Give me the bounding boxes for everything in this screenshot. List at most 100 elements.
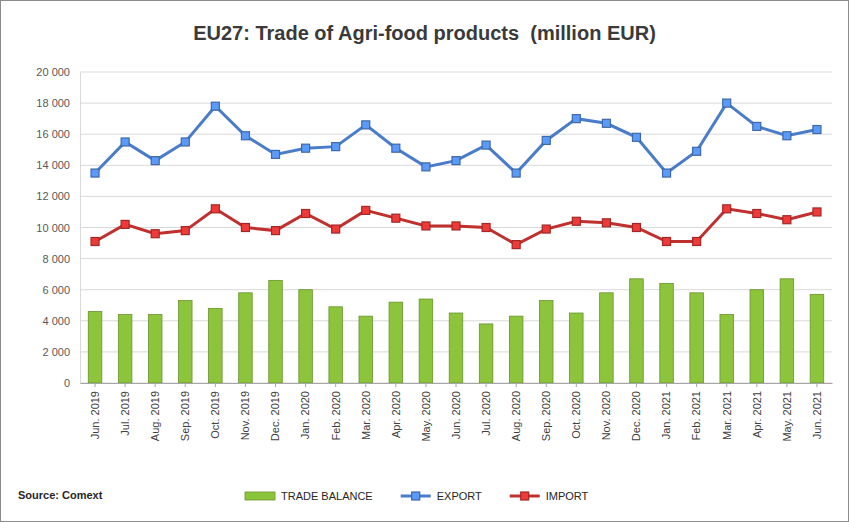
legend-label: EXPORT bbox=[437, 490, 482, 502]
marker bbox=[302, 144, 310, 152]
x-tick-mark bbox=[546, 383, 547, 387]
marker bbox=[211, 102, 219, 110]
bar bbox=[600, 293, 614, 383]
x-tick-mark bbox=[335, 383, 336, 387]
bar bbox=[539, 301, 553, 383]
bar bbox=[389, 302, 403, 383]
x-tick-label: Feb. 2020 bbox=[330, 391, 342, 441]
x-tick-mark bbox=[125, 383, 126, 387]
marker bbox=[91, 169, 99, 177]
bar bbox=[810, 294, 824, 383]
y-tick-label: 14 000 bbox=[36, 159, 70, 171]
marker bbox=[813, 208, 821, 216]
y-tick-label: 6 000 bbox=[42, 284, 70, 296]
x-tick-label: Apr. 2021 bbox=[751, 391, 763, 438]
x-tick: Jul. 2020 bbox=[480, 383, 492, 436]
marker bbox=[542, 136, 550, 144]
x-tick: May. 2020 bbox=[420, 383, 432, 442]
y-tick-label: 4 000 bbox=[42, 315, 70, 327]
legend-item: TRADE BALANCE bbox=[245, 490, 373, 502]
y-tick-label: 20 000 bbox=[36, 66, 70, 78]
x-tick-label: Oct. 2019 bbox=[209, 391, 221, 439]
x-tick-mark bbox=[576, 383, 577, 387]
marker bbox=[542, 225, 550, 233]
marker bbox=[693, 237, 701, 245]
marker bbox=[241, 224, 249, 232]
marker bbox=[332, 225, 340, 233]
marker bbox=[211, 205, 219, 213]
marker bbox=[332, 143, 340, 151]
x-tick-label: Dec. 2019 bbox=[269, 391, 281, 441]
y-tick: 16 000 bbox=[36, 128, 80, 140]
bar bbox=[479, 324, 493, 383]
bar bbox=[630, 279, 644, 383]
x-tick: Jun. 2020 bbox=[450, 383, 462, 439]
bar bbox=[780, 279, 794, 383]
x-tick-mark bbox=[245, 383, 246, 387]
x-tick-label: Mar. 2021 bbox=[721, 391, 733, 440]
bar bbox=[359, 316, 373, 383]
marker bbox=[181, 227, 189, 235]
x-tick: Oct. 2020 bbox=[570, 383, 582, 439]
legend-item: IMPORT bbox=[510, 490, 589, 502]
marker bbox=[723, 205, 731, 213]
bar bbox=[148, 315, 162, 383]
grid-line bbox=[80, 72, 832, 73]
x-tick-label: May. 2020 bbox=[420, 391, 432, 442]
x-tick: Nov. 2020 bbox=[600, 383, 612, 440]
y-tick: 4 000 bbox=[42, 315, 80, 327]
y-tick-label: 16 000 bbox=[36, 128, 70, 140]
y-tick: 8 000 bbox=[42, 253, 80, 265]
x-tick: Feb. 2020 bbox=[330, 383, 342, 441]
marker bbox=[753, 122, 761, 130]
marker bbox=[602, 119, 610, 127]
marker bbox=[783, 132, 791, 140]
x-tick: Apr. 2020 bbox=[390, 383, 402, 438]
x-tick-mark bbox=[696, 383, 697, 387]
bar bbox=[509, 316, 523, 383]
marker bbox=[422, 163, 430, 171]
bar bbox=[269, 280, 283, 383]
grid bbox=[80, 72, 832, 383]
x-tick: Jul. 2019 bbox=[119, 383, 131, 436]
y-tick: 14 000 bbox=[36, 159, 80, 171]
x-tick: Aug. 2019 bbox=[149, 383, 161, 441]
bar bbox=[750, 290, 764, 383]
x-tick-label: Nov. 2020 bbox=[600, 391, 612, 440]
bar bbox=[660, 283, 674, 383]
x-tick-mark bbox=[275, 383, 276, 387]
x-tick: Jan. 2021 bbox=[660, 383, 672, 439]
y-tick-label: 10 000 bbox=[36, 222, 70, 234]
y-tick: 10 000 bbox=[36, 222, 80, 234]
x-tick-label: Aug. 2020 bbox=[510, 391, 522, 441]
line bbox=[95, 103, 817, 173]
marker bbox=[362, 121, 370, 129]
bar bbox=[299, 290, 313, 383]
marker bbox=[632, 133, 640, 141]
marker bbox=[241, 132, 249, 140]
x-tick: Dec. 2020 bbox=[630, 383, 642, 441]
title: EU27: Trade of Agri-food products (milli… bbox=[193, 22, 656, 44]
bar bbox=[118, 315, 132, 383]
x-tick-mark bbox=[365, 383, 366, 387]
x-tick-mark bbox=[486, 383, 487, 387]
x-tick-mark bbox=[395, 383, 396, 387]
marker bbox=[392, 144, 400, 152]
x-tick: Oct. 2019 bbox=[209, 383, 221, 439]
x-tick-mark bbox=[726, 383, 727, 387]
marker bbox=[362, 206, 370, 214]
x-tick: Mar. 2021 bbox=[721, 383, 733, 440]
x-tick-mark bbox=[425, 383, 426, 387]
x-tick-label: Jan. 2021 bbox=[660, 391, 672, 439]
legend-symbol bbox=[245, 492, 275, 500]
marker bbox=[572, 217, 580, 225]
grid-line bbox=[80, 258, 832, 259]
marker bbox=[663, 237, 671, 245]
line-series bbox=[91, 99, 821, 177]
legend-marker bbox=[521, 492, 529, 500]
x-tick-label: Jun. 2020 bbox=[450, 391, 462, 439]
x-tick: Jun. 2019 bbox=[89, 383, 101, 439]
x-tick-label: Sep. 2019 bbox=[179, 391, 191, 441]
legend-item: EXPORT bbox=[401, 490, 482, 502]
marker bbox=[693, 147, 701, 155]
